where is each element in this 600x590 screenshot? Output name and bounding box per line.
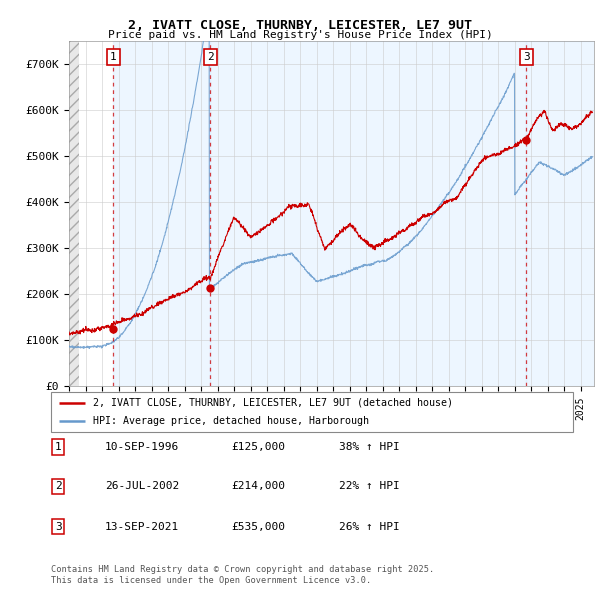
Bar: [113, 41, 211, 386]
Text: 2: 2: [207, 52, 214, 62]
Text: 3: 3: [55, 522, 62, 532]
Text: 13-SEP-2021: 13-SEP-2021: [105, 522, 179, 532]
Text: 26% ↑ HPI: 26% ↑ HPI: [339, 522, 400, 532]
Text: 26-JUL-2002: 26-JUL-2002: [105, 481, 179, 491]
Text: £535,000: £535,000: [231, 522, 285, 532]
Text: 38% ↑ HPI: 38% ↑ HPI: [339, 442, 400, 452]
Text: 22% ↑ HPI: 22% ↑ HPI: [339, 481, 400, 491]
Text: 3: 3: [523, 52, 530, 62]
Text: 1: 1: [110, 52, 117, 62]
Bar: [526, 41, 594, 386]
Text: 10-SEP-1996: 10-SEP-1996: [105, 442, 179, 452]
Text: 2, IVATT CLOSE, THURNBY, LEICESTER, LE7 9UT: 2, IVATT CLOSE, THURNBY, LEICESTER, LE7 …: [128, 19, 472, 32]
Bar: [211, 41, 526, 386]
Text: 2: 2: [55, 481, 62, 491]
Text: 1: 1: [55, 442, 62, 452]
Text: £214,000: £214,000: [231, 481, 285, 491]
Text: £125,000: £125,000: [231, 442, 285, 452]
Text: Contains HM Land Registry data © Crown copyright and database right 2025.
This d: Contains HM Land Registry data © Crown c…: [51, 565, 434, 585]
Bar: [69, 41, 79, 386]
Text: Price paid vs. HM Land Registry's House Price Index (HPI): Price paid vs. HM Land Registry's House …: [107, 30, 493, 40]
Text: 2, IVATT CLOSE, THURNBY, LEICESTER, LE7 9UT (detached house): 2, IVATT CLOSE, THURNBY, LEICESTER, LE7 …: [93, 398, 453, 408]
FancyBboxPatch shape: [51, 392, 573, 432]
Text: HPI: Average price, detached house, Harborough: HPI: Average price, detached house, Harb…: [93, 416, 369, 426]
